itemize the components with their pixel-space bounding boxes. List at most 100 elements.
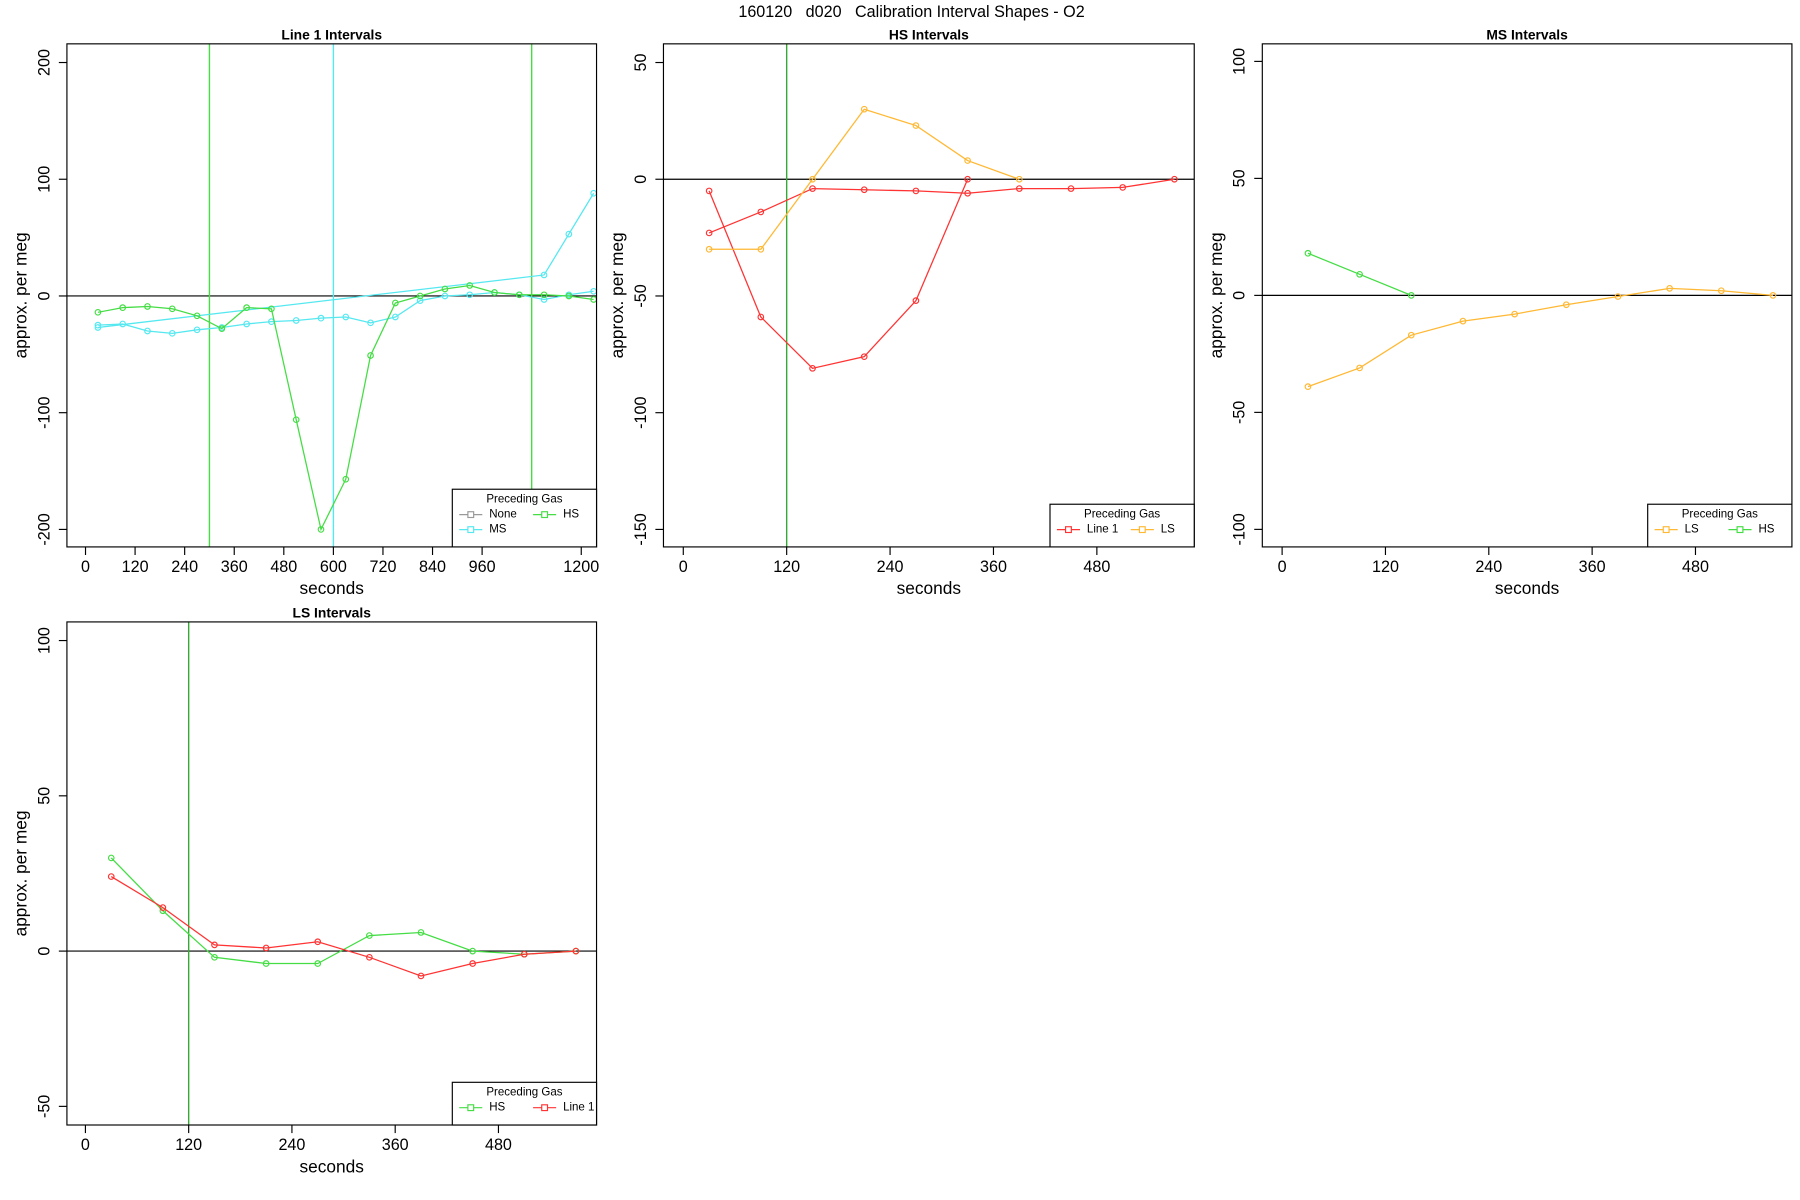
x-tick-label: 480	[1682, 558, 1709, 576]
legend-title: Preceding Gas	[486, 1087, 562, 1099]
data-point	[1562, 301, 1570, 309]
y-tick-label: 200	[35, 49, 53, 76]
data-point	[441, 285, 449, 293]
series-line	[709, 108, 1020, 250]
plot-frame	[662, 43, 1195, 548]
data-point	[218, 325, 226, 332]
data-point	[392, 313, 399, 321]
data-point	[1769, 292, 1777, 299]
legend-symbol	[1064, 526, 1072, 534]
x-tick-label: 240	[877, 558, 904, 576]
y-tick-label: 0	[1231, 291, 1249, 300]
data-point	[757, 245, 765, 253]
data-point	[705, 187, 713, 195]
data-point	[107, 854, 115, 862]
x-tick-label: 1200	[563, 558, 599, 576]
x-axis-label: seconds	[1495, 578, 1560, 598]
data-point	[572, 947, 580, 955]
data-point	[1511, 310, 1518, 318]
data-point	[964, 189, 971, 197]
y-tick-label: -50	[1231, 401, 1249, 424]
data-point	[469, 960, 476, 967]
data-point	[168, 305, 176, 313]
data-point	[757, 313, 765, 321]
data-point	[1717, 287, 1725, 295]
y-tick-label: 0	[35, 947, 53, 956]
y-tick-label: 50	[632, 54, 650, 72]
data-point	[243, 304, 250, 311]
data-point	[964, 175, 971, 183]
legend-title: Preceding Gas	[486, 494, 562, 506]
data-point	[342, 475, 350, 483]
data-point	[342, 313, 350, 321]
legend-symbol	[541, 1104, 549, 1112]
x-tick-label: 120	[122, 558, 149, 576]
legend-label: LS	[1161, 524, 1175, 536]
data-point	[159, 904, 167, 911]
data-point	[416, 297, 424, 304]
data-point	[367, 319, 374, 327]
data-point	[1015, 185, 1023, 192]
data-point	[262, 944, 270, 952]
data-point	[540, 291, 548, 299]
data-point	[416, 292, 424, 300]
data-point	[268, 305, 275, 313]
x-tick-label: 960	[469, 558, 496, 576]
y-tick-label: 0	[632, 175, 650, 184]
data-point	[94, 321, 102, 329]
x-tick-label: 120	[1372, 558, 1399, 576]
y-axis-label: approx. per meg	[607, 232, 627, 358]
data-point	[417, 929, 425, 936]
data-point	[1304, 383, 1312, 390]
legend-box	[1049, 503, 1195, 548]
data-point	[809, 185, 816, 192]
x-tick-label: 480	[1083, 558, 1110, 576]
y-tick-label: -50	[632, 284, 650, 307]
data-point	[211, 941, 218, 949]
series-line	[110, 876, 576, 977]
data-point	[193, 326, 201, 334]
data-point	[243, 320, 250, 328]
y-tick-label: -100	[35, 397, 53, 429]
legend-symbol	[467, 1104, 475, 1112]
x-tick-label: 360	[980, 558, 1007, 576]
data-point	[292, 416, 300, 424]
x-tick-label: 600	[320, 558, 347, 576]
legend-symbol	[467, 511, 475, 519]
data-point	[314, 938, 322, 946]
data-point	[860, 105, 868, 113]
data-point	[1304, 249, 1312, 257]
panel-title: MS Intervals	[1486, 26, 1568, 42]
data-point	[466, 291, 474, 299]
data-point	[860, 353, 868, 361]
legend-symbol	[1662, 526, 1670, 534]
data-point	[515, 291, 523, 299]
data-point	[1407, 292, 1415, 299]
legend-title: Preceding Gas	[1084, 509, 1160, 521]
series-line	[97, 284, 594, 532]
page-title: 160120 d020 Calibration Interval Shapes …	[738, 3, 1084, 21]
legend-label: HS	[563, 509, 579, 521]
data-point	[94, 308, 102, 316]
y-tick-label: 50	[1231, 169, 1249, 187]
data-point	[292, 317, 300, 324]
y-tick-label: -100	[632, 397, 650, 429]
x-axis-label: seconds	[300, 578, 365, 598]
x-tick-label: 840	[419, 558, 446, 576]
data-point	[193, 312, 201, 320]
data-point	[705, 245, 713, 253]
series-line	[1307, 252, 1412, 296]
data-point	[1119, 184, 1127, 191]
y-tick-label: -100	[1231, 513, 1249, 545]
data-point	[809, 364, 816, 372]
legend-label: None	[489, 509, 517, 521]
panel: HS Intervals seconds approx. per meg -150 -1…	[607, 26, 1195, 598]
y-tick-label: 50	[35, 787, 53, 805]
legend-label: HS	[1758, 524, 1774, 536]
series-line	[708, 178, 1175, 370]
legend-box	[451, 488, 598, 548]
x-axis-label: seconds	[300, 1156, 365, 1176]
data-point	[366, 932, 373, 939]
panel: MS Intervals seconds approx. per meg -100 -5…	[1206, 26, 1793, 598]
x-tick-label: 240	[171, 558, 198, 576]
